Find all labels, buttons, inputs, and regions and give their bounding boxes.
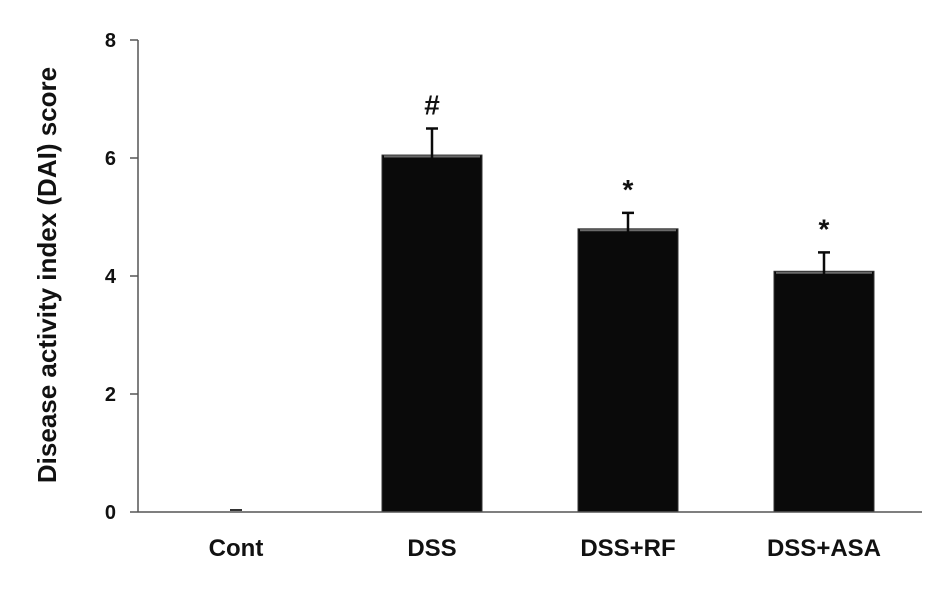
x-category-label: Cont: [209, 535, 264, 562]
y-tick-label: 6: [105, 148, 116, 170]
y-tick-label: 4: [105, 266, 117, 288]
significance-label: #: [424, 90, 440, 121]
x-category-label: DSS: [407, 535, 456, 562]
x-category-label: DSS+ASA: [767, 535, 881, 562]
significance-label: *: [819, 213, 830, 244]
y-tick-label: 2: [105, 384, 116, 406]
y-tick-label: 8: [105, 30, 116, 52]
bar-dss: [381, 154, 483, 513]
y-tick-label: 0: [105, 502, 116, 524]
x-category-label: DSS+RF: [580, 535, 675, 562]
bar-dss-asa: [773, 270, 875, 513]
significance-label: *: [623, 174, 634, 205]
y-axis-title: Disease activity index (DAI) score: [32, 67, 62, 483]
bar-dss-rf: [577, 228, 679, 513]
